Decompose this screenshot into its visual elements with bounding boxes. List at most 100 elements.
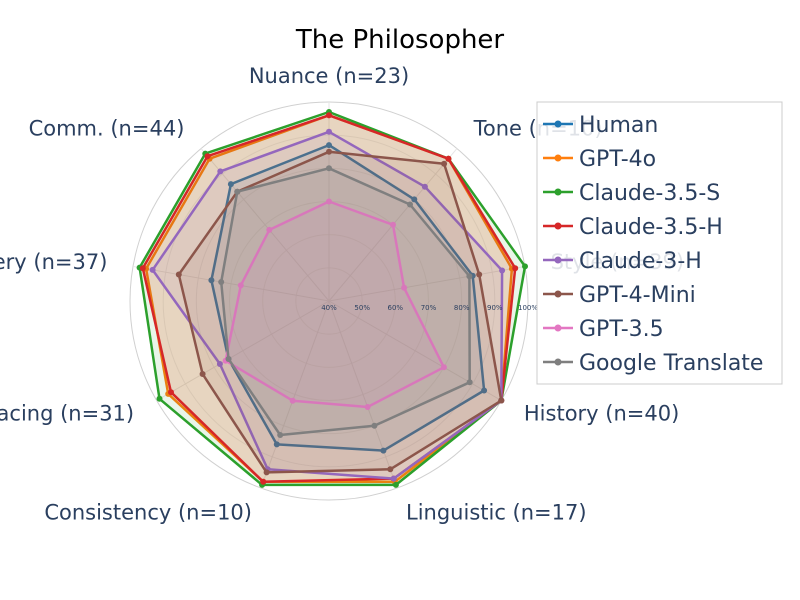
legend: Human GPT-4o Claude-3.5-S Claude-3.5-H Claud… — [536, 101, 783, 385]
data-point — [216, 361, 223, 367]
radial-tick-label: 100% — [518, 304, 538, 312]
legend-marker — [554, 222, 562, 230]
series-line — [219, 167, 471, 437]
data-point — [326, 148, 332, 155]
grid-spoke — [260, 300, 330, 489]
data-point — [156, 395, 163, 402]
data-point — [364, 404, 371, 410]
data-point — [371, 422, 378, 429]
axis-label: Comm. (n=44) — [29, 117, 185, 141]
data-point — [411, 196, 418, 203]
legend-item: Claude-3.5-S — [543, 181, 720, 206]
series-line — [210, 143, 486, 452]
data-point — [421, 183, 428, 190]
data-point — [149, 266, 156, 273]
data-point — [273, 441, 280, 448]
axis-label: Imagery (n=37) — [0, 250, 107, 274]
legend-item: Google Translate — [543, 351, 763, 376]
legend-marker — [554, 188, 562, 196]
data-point — [387, 466, 394, 473]
series-gpt-4-mini — [175, 148, 505, 476]
data-point — [139, 265, 146, 272]
data-point — [225, 356, 232, 362]
legend-marker — [554, 120, 562, 128]
axis-label: History (n=40) — [524, 402, 679, 426]
radar-grid — [129, 101, 529, 501]
data-point — [263, 469, 270, 476]
series-layer — [136, 109, 528, 488]
data-point — [218, 279, 225, 285]
data-point — [512, 265, 519, 272]
data-point — [168, 389, 174, 396]
series-gpt-3-5 — [222, 198, 447, 410]
chart-title: The Philosopher — [295, 25, 505, 55]
data-point — [440, 364, 447, 371]
series-line — [141, 114, 517, 484]
data-point — [445, 155, 452, 162]
legend-marker — [554, 290, 562, 298]
data-point — [277, 432, 284, 438]
axis-label: Linguistic (n=17) — [406, 500, 587, 524]
legend-label: Claude-3.5-S — [579, 181, 720, 206]
radial-tick-label: 50% — [354, 304, 370, 312]
data-point — [441, 160, 448, 167]
radial-tick-label: 80% — [454, 304, 470, 312]
data-point — [326, 165, 332, 172]
data-point — [266, 226, 273, 233]
grid-spoke — [156, 300, 330, 401]
grid-spoke — [328, 300, 398, 489]
series-line — [144, 114, 514, 484]
legend-item: GPT-4o — [543, 147, 656, 172]
legend-marker — [554, 324, 562, 332]
legend-item: Claude-3.5-H — [543, 215, 723, 240]
data-point — [466, 379, 473, 386]
data-point — [390, 475, 397, 482]
grid-spoke — [328, 265, 526, 302]
data-point — [390, 221, 396, 228]
radial-tick-label: 40% — [321, 304, 337, 312]
data-point — [237, 282, 244, 289]
legend-item: GPT-4-Mini — [543, 283, 696, 308]
data-point — [466, 273, 473, 280]
grid-spoke — [200, 148, 330, 302]
data-point — [289, 397, 296, 404]
data-point — [476, 271, 483, 278]
data-point — [392, 481, 399, 488]
data-point — [380, 447, 387, 454]
legend-box — [536, 101, 783, 385]
data-point — [407, 201, 413, 208]
axis-label: Pacing (n=31) — [0, 402, 134, 426]
legend-label: Claude-3-H — [579, 249, 702, 274]
legend-marker — [554, 358, 562, 366]
data-point — [326, 198, 332, 205]
data-point — [326, 128, 332, 135]
legend-label: Claude-3.5-H — [579, 215, 723, 240]
legend-item: GPT-3.5 — [543, 317, 664, 342]
series-google-translate — [218, 165, 473, 438]
data-point — [227, 181, 234, 188]
data-point — [204, 153, 211, 160]
data-point — [498, 397, 505, 404]
series-human — [208, 142, 488, 454]
data-point — [208, 277, 215, 284]
data-point — [522, 263, 528, 270]
grid-spoke — [132, 265, 330, 302]
series-line — [224, 200, 446, 409]
data-point — [234, 188, 241, 195]
data-point — [499, 267, 506, 274]
legend-label: Human — [579, 113, 658, 138]
data-point — [401, 284, 408, 291]
radial-ticks: 40% 50% 60% 70% 80% 90% 100% — [321, 304, 538, 312]
series-line — [177, 150, 503, 474]
data-point — [326, 142, 332, 149]
axis-label: Nuance (n=23) — [249, 64, 409, 88]
legend-marker — [554, 154, 562, 162]
legend-label: GPT-3.5 — [579, 317, 664, 342]
data-point — [481, 387, 488, 394]
radial-tick-label: 70% — [421, 304, 437, 312]
data-point — [260, 478, 267, 485]
legend-label: Google Translate — [579, 351, 763, 376]
legend-label: GPT-4o — [579, 147, 656, 172]
legend-label: GPT-4-Mini — [579, 283, 696, 308]
